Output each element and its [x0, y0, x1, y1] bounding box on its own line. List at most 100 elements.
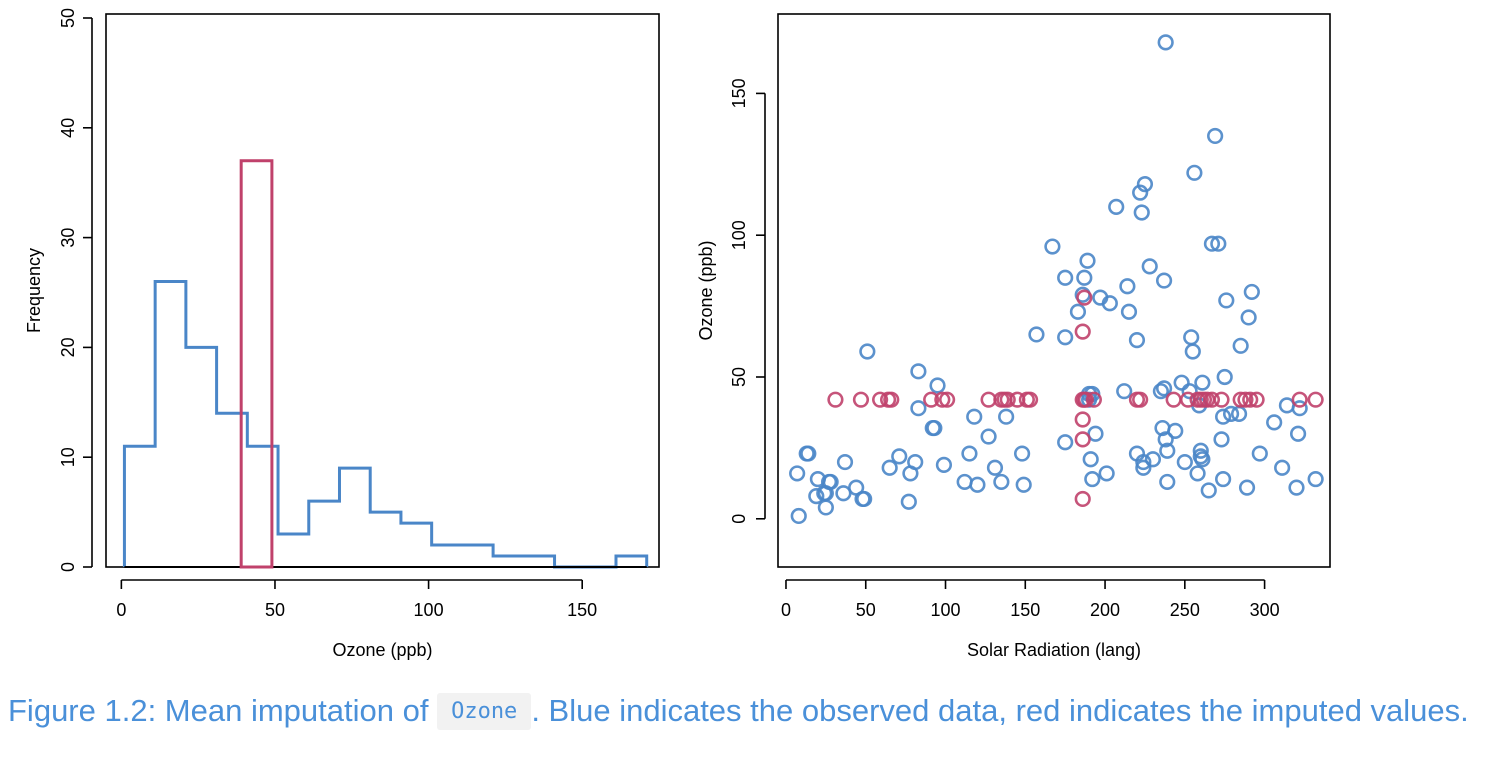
- observed-point: [881, 459, 898, 476]
- observed-point: [1135, 459, 1152, 476]
- imputed-point: [883, 391, 900, 408]
- histogram-bar: [339, 468, 370, 567]
- observed-point: [1119, 278, 1136, 295]
- observed-point: [1028, 326, 1045, 343]
- observed-point: [1098, 465, 1115, 482]
- imputed-point: [1085, 391, 1102, 408]
- histogram-bar: [309, 501, 340, 567]
- histogram-y-tick-label: 30: [58, 228, 78, 248]
- observed-point: [1266, 414, 1283, 431]
- scatter-y-tick-label: 0: [729, 514, 749, 524]
- imputed-point: [872, 391, 889, 408]
- imputed-point: [1076, 289, 1093, 306]
- imputed-point: [1307, 391, 1324, 408]
- histogram-y-axis-title: Frequency: [24, 248, 44, 333]
- imputed-point: [1291, 391, 1308, 408]
- observed-point: [1238, 479, 1256, 496]
- observed-point: [790, 507, 807, 525]
- observed-point: [1240, 309, 1257, 326]
- observed-point: [1194, 374, 1211, 391]
- imputed-point: [1242, 391, 1259, 408]
- observed-point: [1200, 482, 1217, 499]
- observed-point: [935, 456, 953, 474]
- observed-point: [1144, 451, 1162, 468]
- scatter-y-tick-label: 100: [729, 220, 749, 250]
- observed-point: [1216, 368, 1233, 386]
- observed-point: [1207, 127, 1224, 145]
- observed-point: [1203, 235, 1221, 252]
- imputed-point: [1077, 391, 1095, 408]
- observed-point: [1192, 442, 1209, 459]
- observed-point: [1274, 459, 1291, 476]
- imputed-histogram-bar: [239, 159, 274, 569]
- observed-point: [969, 476, 986, 493]
- observed-point: [1251, 445, 1268, 462]
- imputed-point: [1021, 391, 1039, 408]
- observed-point: [1013, 445, 1031, 462]
- histogram-panel: 0 50 100 150 Ozone (ppb) 0 10 20 30 40 50 Frequency: [24, 8, 660, 660]
- imputed-point: [1237, 391, 1254, 408]
- imputed-point: [939, 391, 956, 408]
- observed-point: [993, 473, 1010, 491]
- observed-point: [1176, 453, 1193, 471]
- observed-point: [1167, 422, 1184, 439]
- imputed-point: [1074, 431, 1091, 448]
- scatter-y-tick-label: 150: [729, 78, 749, 108]
- observed-point: [1173, 374, 1190, 391]
- figure-caption: Figure 1.2: Mean imputation of Ozone. Bl…: [8, 684, 1483, 739]
- observed-point: [966, 408, 983, 425]
- observed-point: [1291, 400, 1308, 417]
- observed-point: [1243, 283, 1260, 301]
- observed-point: [891, 448, 908, 465]
- histogram-bar: [432, 545, 463, 567]
- scatter-x-tick-label: 300: [1250, 600, 1280, 620]
- observed-point: [1101, 295, 1118, 312]
- imputed-point: [1074, 411, 1091, 428]
- observed-point: [1215, 470, 1232, 488]
- histogram-bar: [370, 512, 401, 567]
- observed-point: [1181, 383, 1198, 400]
- observed-point: [1159, 473, 1176, 491]
- observed-point: [1232, 337, 1249, 354]
- imputed-point: [852, 391, 870, 408]
- observed-point: [1213, 431, 1230, 448]
- scatter-y-axis-title: Ozone (ppb): [696, 240, 716, 340]
- imputed-point: [1213, 391, 1230, 408]
- scatter-x-tick-label: 100: [930, 600, 960, 620]
- histogram-bar: [186, 347, 217, 567]
- observed-point: [1215, 408, 1232, 425]
- histogram-x-tick-label: 150: [567, 600, 597, 620]
- imputed-histogram-series: [239, 159, 274, 569]
- imputed-point: [923, 391, 940, 408]
- scatter-x-tick-label: 0: [781, 600, 791, 620]
- histogram-y-tick-label: 20: [58, 337, 78, 357]
- observed-point: [1159, 442, 1176, 459]
- histogram-bar: [524, 556, 555, 567]
- caption-text-before: Figure 1.2: Mean imputation of: [8, 693, 438, 728]
- observed-point: [998, 408, 1015, 425]
- observed-point: [800, 445, 817, 462]
- observed-point: [926, 419, 943, 437]
- observed-point: [900, 493, 917, 510]
- observed-point: [1057, 434, 1074, 451]
- histogram-bar: [155, 282, 186, 567]
- observed-point: [808, 488, 825, 505]
- observed-point: [1288, 479, 1305, 496]
- observed-point: [1084, 470, 1101, 488]
- histogram-bar: [278, 534, 309, 567]
- figure-panels: 0 50 100 150 Ozone (ppb) 0 10 20 30 40 50 Frequency…: [24, 8, 1331, 660]
- observed-point: [1116, 383, 1133, 400]
- observed-point: [856, 490, 873, 508]
- scatter-panel: 0 50 100 150 200 250 300 Solar Radiation (lang)…: [696, 13, 1331, 660]
- observed-point: [910, 363, 927, 380]
- observed-point: [986, 459, 1004, 476]
- histogram-y-axis: 0 10 20 30 40 50 Frequency: [24, 8, 93, 572]
- observed-point: [1132, 184, 1149, 201]
- observed-histogram-series: [122, 280, 649, 569]
- scatter-x-tick-label: 50: [856, 600, 876, 620]
- observed-point: [910, 400, 927, 417]
- scatter-y-axis: 0 50 100 150 Ozone (ppb): [696, 78, 766, 524]
- observed-point: [1057, 269, 1074, 286]
- observed-point: [1155, 380, 1173, 397]
- imputed-point: [1074, 323, 1091, 340]
